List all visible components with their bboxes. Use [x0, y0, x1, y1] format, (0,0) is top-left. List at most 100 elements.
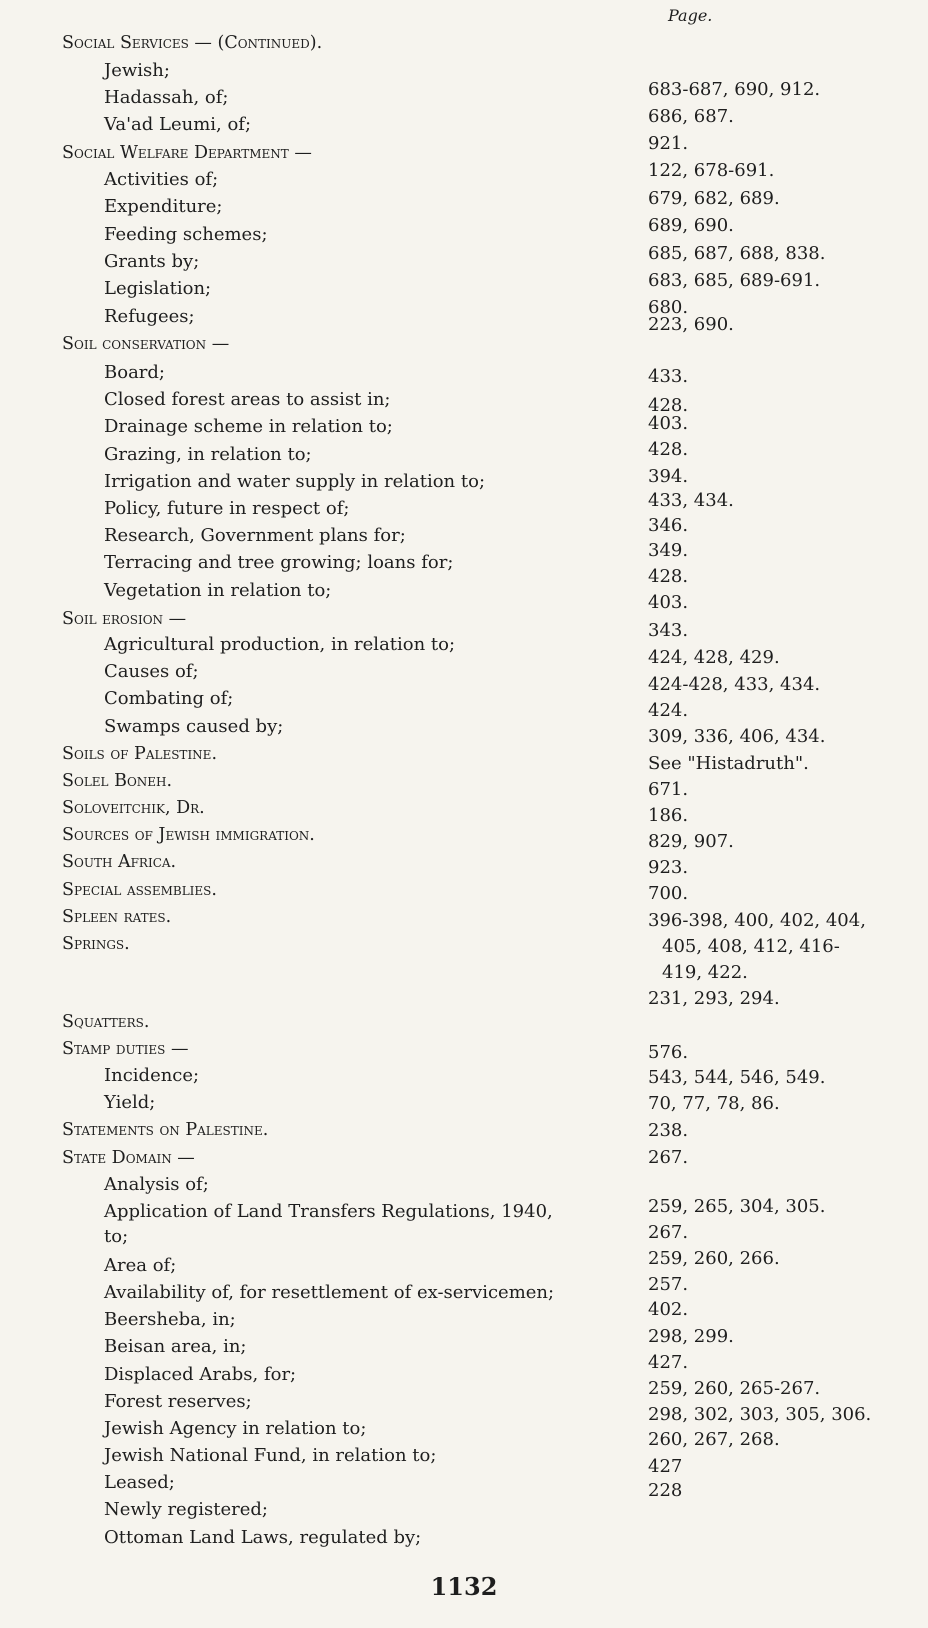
index-subentry: Expenditure; — [104, 196, 223, 217]
index-subentry: Vegetation in relation to; — [104, 580, 332, 601]
index-subentry: Agricultural production, in relation to; — [104, 634, 456, 655]
page-reference: 70, 77, 78, 86. — [648, 1093, 780, 1114]
page-reference: 427. — [648, 1352, 689, 1373]
index-subentry: Incidence; — [104, 1065, 200, 1086]
page-reference: 267. — [648, 1222, 689, 1243]
index-subentry: Board; — [104, 362, 165, 383]
page-reference: 424-428, 433, 434. — [648, 674, 821, 695]
index-subentry: Causes of; — [104, 661, 199, 682]
index-subentry: Combating of; — [104, 688, 234, 709]
page-reference: 259, 260, 265-267. — [648, 1378, 821, 1399]
page-reference: 921. — [648, 133, 689, 154]
page-reference: 683, 685, 689-691. — [648, 270, 821, 291]
index-subentry: Application of Land Transfers Regulation… — [104, 1201, 553, 1222]
index-heading: State Domain — — [62, 1148, 195, 1168]
page-reference: 685, 687, 688, 838. — [648, 243, 826, 264]
index-heading: Squatters. — [62, 1012, 150, 1032]
index-subentry: Feeding schemes; — [104, 224, 268, 245]
page-reference: 576. — [648, 1042, 689, 1063]
page-reference: 343. — [648, 620, 689, 641]
index-heading: Stamp duties — — [62, 1039, 189, 1059]
page-reference: 433. — [648, 366, 689, 387]
index-subentry: Research, Government plans for; — [104, 525, 406, 546]
page-reference: 309, 336, 406, 434. — [648, 726, 826, 747]
index-subentry: Irrigation and water supply in relation … — [104, 471, 486, 492]
index-heading: Spleen rates. — [62, 907, 172, 927]
index-subentry: Grazing, in relation to; — [104, 444, 312, 465]
index-subentry: Forest reserves; — [104, 1391, 252, 1412]
index-subentry: Availability of, for resettlement of ex-… — [104, 1282, 555, 1303]
page-reference: 686, 687. — [648, 106, 734, 127]
index-subentry: Jewish; — [104, 60, 170, 81]
page-reference: 259, 260, 266. — [648, 1248, 780, 1269]
index-subentry: Ottoman Land Laws, regulated by; — [104, 1527, 422, 1548]
page-reference: 700. — [648, 883, 689, 904]
index-subentry: Jewish National Fund, in relation to; — [104, 1445, 437, 1466]
page-reference: 671. — [648, 779, 689, 800]
page-reference: 428. — [648, 566, 689, 587]
page-reference: 923. — [648, 857, 689, 878]
index-subentry: Closed forest areas to assist in; — [104, 389, 391, 410]
index-subentry: Terracing and tree growing; loans for; — [104, 552, 454, 573]
index-heading: Social Services — (Continued). — [62, 33, 323, 53]
page-reference: 402. — [648, 1299, 689, 1320]
index-subentry: Swamps caused by; — [104, 716, 284, 737]
page-reference: 689, 690. — [648, 215, 734, 236]
index-subentry: Jewish Agency in relation to; — [104, 1418, 367, 1439]
index-subentry: Displaced Arabs, for; — [104, 1364, 297, 1385]
page-reference: 829, 907. — [648, 831, 734, 852]
page-reference: 405, 408, 412, 416- — [662, 936, 840, 957]
index-subentry: Beersheba, in; — [104, 1309, 236, 1330]
index-heading: Soil conservation — — [62, 334, 230, 354]
index-subentry: Newly registered; — [104, 1499, 268, 1520]
page-reference: 419, 422. — [662, 962, 748, 983]
index-subentry: Drainage scheme in relation to; — [104, 416, 393, 437]
page-reference: 403. — [648, 592, 689, 613]
index-heading: Statements on Palestine. — [62, 1120, 269, 1140]
index-heading: Soil erosion — — [62, 609, 187, 629]
page-reference: 396-398, 400, 402, 404, — [648, 910, 866, 931]
index-subentry: Yield; — [104, 1092, 156, 1113]
page-reference: 298, 302, 303, 305, 306. — [648, 1404, 872, 1425]
index-heading: Sources of Jewish immigration. — [62, 825, 315, 845]
index-subentry: Policy, future in respect of; — [104, 498, 350, 519]
index-subentry: Legislation; — [104, 278, 212, 299]
page-reference: 424. — [648, 700, 689, 721]
page-reference: 122, 678-691. — [648, 160, 775, 181]
page-reference: 267. — [648, 1147, 689, 1168]
index-subentry: Va'ad Leumi, of; — [104, 114, 252, 135]
page-reference: 298, 299. — [648, 1326, 734, 1347]
page-reference: 433, 434. — [648, 490, 734, 511]
index-heading: Solel Boneh. — [62, 771, 173, 791]
index-subentry: Grants by; — [104, 251, 200, 272]
index-heading: South Africa. — [62, 852, 177, 872]
page-reference: 259, 265, 304, 305. — [648, 1196, 826, 1217]
index-subentry: Area of; — [104, 1255, 177, 1276]
index-heading: Springs. — [62, 934, 130, 954]
page-reference: 238. — [648, 1120, 689, 1141]
page-reference: 424, 428, 429. — [648, 647, 780, 668]
index-heading: Social Welfare Department — — [62, 143, 312, 163]
page-reference: 428. — [648, 439, 689, 460]
index-heading: Special assemblies. — [62, 880, 217, 900]
index-heading: Soils of Palestine. — [62, 744, 218, 764]
page-reference: 428. — [648, 395, 689, 416]
page-reference: 349. — [648, 540, 689, 561]
page-reference: 680. — [648, 297, 689, 318]
page-reference: 394. — [648, 466, 689, 487]
page-number: 1132 — [430, 1572, 498, 1601]
index-subentry: Beisan area, in; — [104, 1336, 247, 1357]
page-reference: 186. — [648, 805, 689, 826]
index-subentry: Refugees; — [104, 306, 195, 327]
index-heading: Soloveitchik, Dr. — [62, 798, 205, 818]
page-reference: See "Histadruth". — [648, 753, 809, 774]
page-reference: 683-687, 690, 912. — [648, 79, 821, 100]
index-subentry: to; — [104, 1226, 129, 1247]
page-reference: 260, 267, 268. — [648, 1429, 780, 1450]
page-reference: 427 — [648, 1456, 683, 1477]
index-subentry: Hadassah, of; — [104, 87, 229, 108]
page-reference: 543, 544, 546, 549. — [648, 1067, 826, 1088]
page-column-header: Page. — [668, 6, 713, 25]
page-reference: 679, 682, 689. — [648, 188, 780, 209]
